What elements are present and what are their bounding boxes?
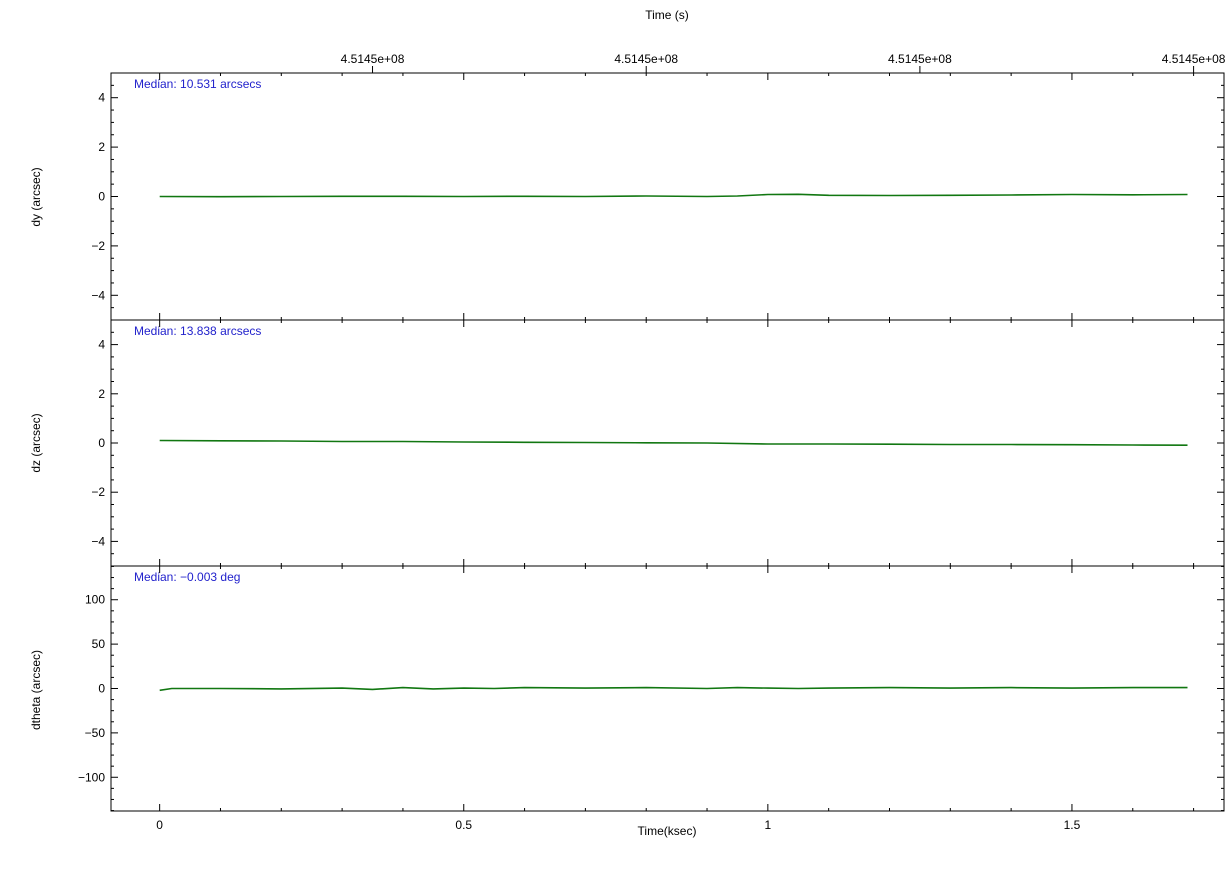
middle-panel-series-line [159,439,1188,447]
bottom-panel-dtheta: dtheta (arcsec) Median: −0.003 deg −100 −… [29,565,1225,832]
top-panel-ytick-label: −2 [91,239,105,253]
bottom-panel-ytick-label: 50 [92,637,106,651]
x-tick-label: 1 [765,818,772,832]
top-panel-ytick-label: −4 [91,288,105,302]
middle-panel-ytick-label: −4 [91,534,105,548]
bottom-panel-ytick-label: −100 [78,770,105,784]
middle-panel-ytick-label: 2 [98,387,105,401]
middle-panel-dz: dz (arcsec) Median: 13.838 arcsecs −4 −2 0… [29,319,1225,567]
middle-panel-ytick-label: −2 [91,485,105,499]
top-axis-tick-label: 4.5145e+08 [1162,52,1226,66]
top-axis-tick-label: 4.5145e+08 [614,52,678,66]
top-panel-ytick-label: 4 [98,91,105,105]
top-panel-ylabel: dy (arcsec) [29,167,43,226]
bottom-panel-ytick-label: 100 [85,593,105,607]
middle-panel-ylabel: dz (arcsec) [29,413,43,472]
top-axis-tick-label: 4.5145e+08 [888,52,952,66]
bottom-panel-ytick-label: 0 [98,682,105,696]
bottom-panel-ylabel: dtheta (arcsec) [29,650,43,730]
middle-panel-ytick-label: 0 [98,436,105,450]
bottom-panel-median-annotation: Median: −0.003 deg [134,570,240,584]
bottom-panel-series-line [159,686,1188,692]
top-axis-tick-label: 4.5145e+08 [341,52,405,66]
top-panel-ytick-label: 2 [98,140,105,154]
top-panel-series-line [159,193,1188,198]
top-panel-median-annotation: Median: 10.531 arcsecs [134,77,261,91]
x-tick-label: 0.5 [455,818,472,832]
middle-panel-median-annotation: Median: 13.838 arcsecs [134,324,261,338]
bottom-axis-title: Time(ksec) [638,824,697,838]
x-tick-label: 1.5 [1064,818,1081,832]
top-panel-ytick-label: 0 [98,190,105,204]
x-tick-label: 0 [156,818,163,832]
bottom-panel-ytick-label: −50 [85,726,106,740]
top-panel-dy: dy (arcsec) Median: 10.531 arcsecs −4 −2 0… [29,52,1226,321]
top-axis-title: Time (s) [645,8,689,22]
middle-panel-ytick-label: 4 [98,338,105,352]
